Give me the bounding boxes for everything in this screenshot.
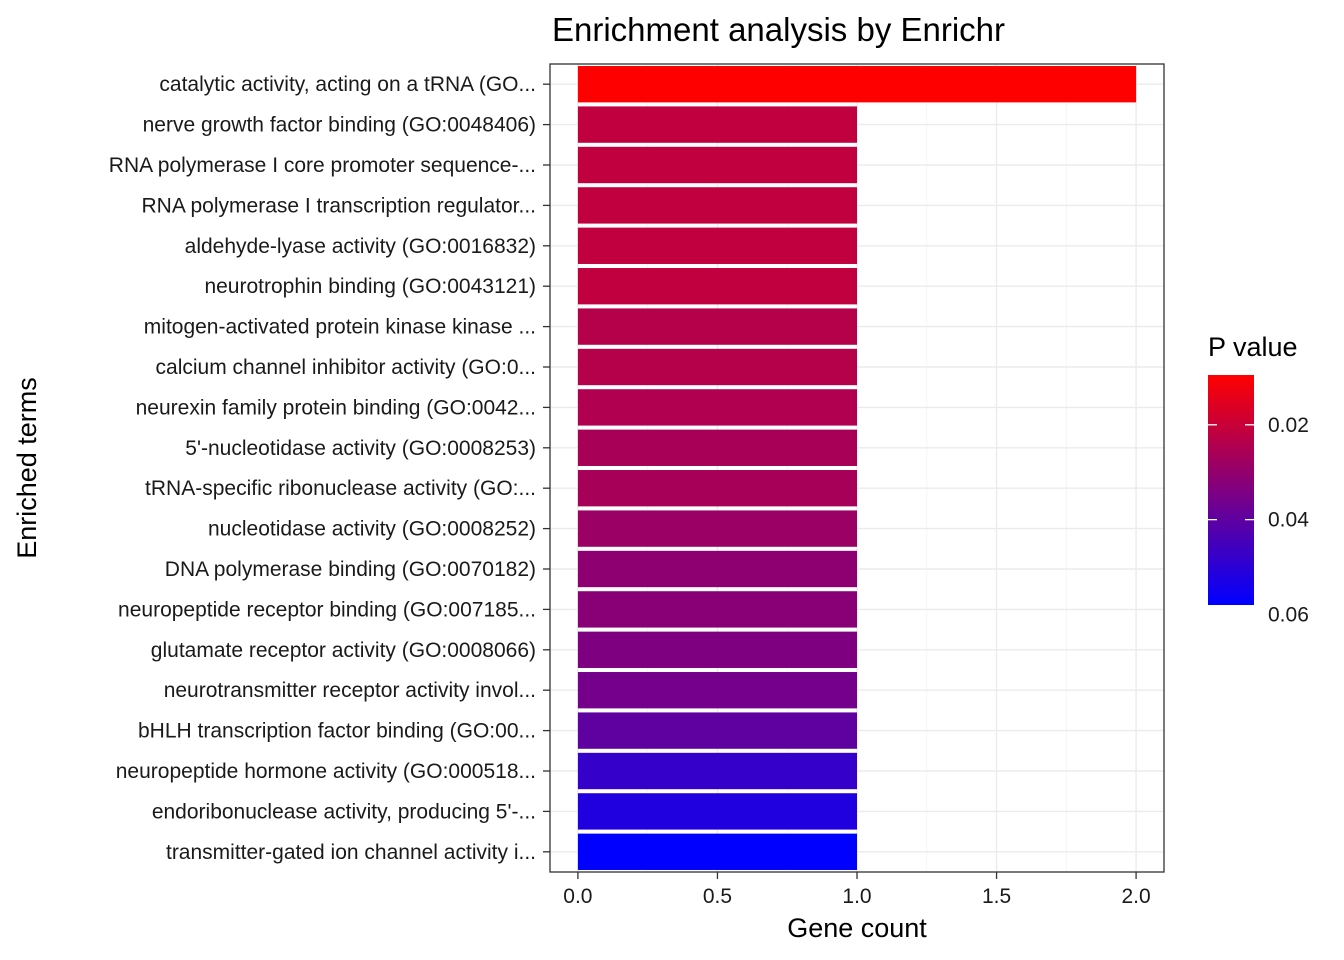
bar	[577, 348, 857, 386]
bar	[577, 66, 1137, 103]
y-tick-label: DNA polymerase binding (GO:0070182)	[165, 558, 536, 581]
bar	[577, 146, 857, 184]
bar	[577, 793, 857, 830]
bar	[577, 752, 857, 790]
legend-color-bar	[1208, 375, 1254, 605]
x-axis: 0.0 0.5 1.0 1.5 2.0	[563, 872, 1151, 908]
bar	[577, 389, 857, 426]
y-tick-label: transmitter-gated ion channel activity i…	[166, 841, 536, 864]
legend-tick-label: 0.04	[1268, 509, 1309, 532]
legend-title: P value	[1208, 332, 1298, 362]
x-tick-label: 1.0	[842, 885, 871, 908]
legend-tick-label: 0.02	[1268, 414, 1309, 437]
bar	[577, 510, 857, 547]
y-tick-label: aldehyde-lyase activity (GO:0016832)	[185, 235, 536, 258]
y-axis: catalytic activity, acting on a tRNA (GO…	[109, 73, 550, 864]
x-tick-label: 1.5	[982, 885, 1011, 908]
y-tick-label: nucleotidase activity (GO:0008252)	[208, 518, 536, 541]
bar	[577, 227, 857, 264]
y-tick-label: neurotrophin binding (GO:0043121)	[204, 275, 536, 298]
bar	[577, 429, 857, 466]
x-tick-label: 2.0	[1121, 885, 1150, 908]
x-tick-label: 0.0	[563, 885, 592, 908]
y-axis-title: Enriched terms	[12, 377, 42, 559]
y-tick-label: neurotransmitter receptor activity invol…	[164, 679, 536, 702]
y-tick-label: neuropeptide hormone activity (GO:000518…	[116, 760, 536, 783]
legend-ticks: 0.02 0.04 0.06	[1208, 414, 1309, 626]
legend-tick-label: 0.06	[1268, 603, 1309, 626]
y-tick-label: endoribonuclease activity, producing 5'-…	[152, 800, 536, 823]
y-tick-label: 5'-nucleotidase activity (GO:0008253)	[185, 437, 536, 460]
y-tick-label: glutamate receptor activity (GO:0008066)	[151, 639, 536, 662]
y-tick-label: RNA polymerase I core promoter sequence-…	[109, 154, 536, 177]
y-tick-label: mitogen-activated protein kinase kinase …	[144, 316, 536, 339]
bar	[577, 470, 857, 507]
y-tick-label: nerve growth factor binding (GO:0048406)	[143, 114, 536, 137]
bar	[577, 550, 857, 588]
bar	[577, 187, 857, 224]
bar	[577, 268, 857, 305]
y-tick-label: neurexin family protein binding (GO:0042…	[136, 396, 536, 419]
y-tick-label: bHLH transcription factor binding (GO:00…	[138, 720, 536, 743]
bar	[577, 631, 857, 668]
bar	[577, 833, 857, 870]
y-tick-label: neuropeptide receptor binding (GO:007185…	[118, 598, 536, 621]
y-tick-label: calcium channel inhibitor activity (GO:0…	[156, 356, 536, 379]
bar	[577, 106, 857, 143]
x-axis-title: Gene count	[787, 913, 927, 943]
bar	[577, 672, 857, 709]
chart-title: Enrichment analysis by Enrichr	[552, 11, 1005, 48]
x-tick-label: 0.5	[703, 885, 732, 908]
y-tick-label: RNA polymerase I transcription regulator…	[141, 194, 536, 217]
bar	[577, 712, 857, 749]
color-legend: P value 0.02 0.04 0.06	[1208, 332, 1309, 626]
bar	[577, 591, 857, 628]
y-tick-label: catalytic activity, acting on a tRNA (GO…	[159, 73, 536, 96]
bar	[577, 308, 857, 345]
bars	[577, 66, 1137, 870]
y-tick-label: tRNA-specific ribonuclease activity (GO:…	[145, 477, 536, 500]
